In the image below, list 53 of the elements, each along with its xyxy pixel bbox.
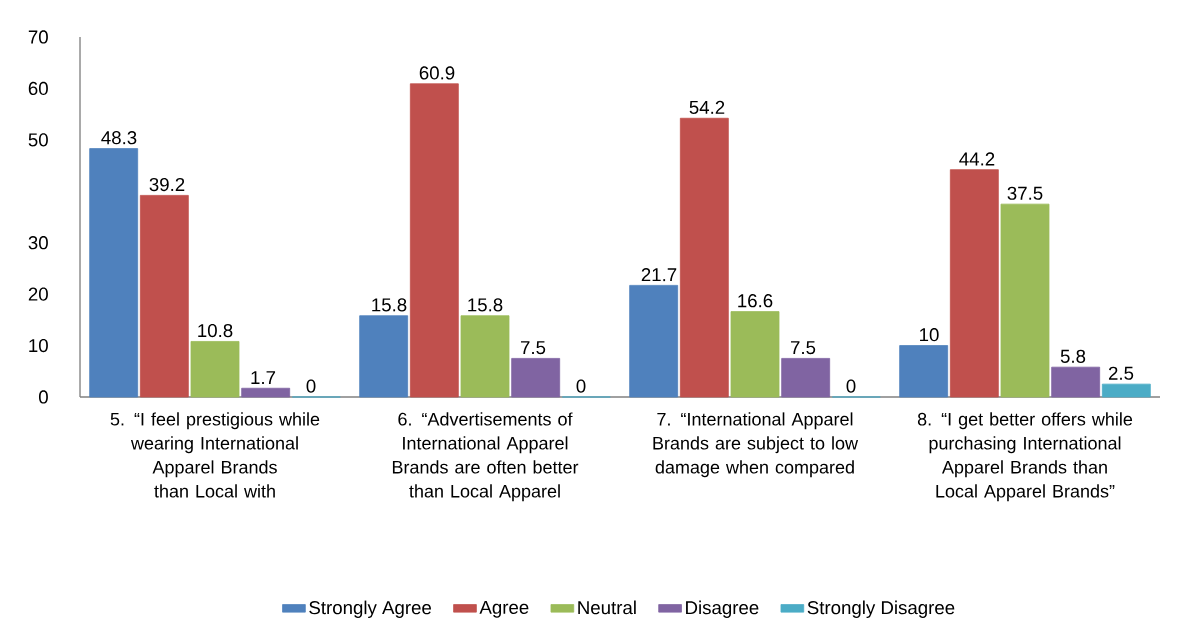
bar: [241, 387, 291, 398]
y-tick-label: 0: [38, 390, 48, 404]
x-tick-label: 7. “International Apparel Brands are subject to low damage when compared: [653, 412, 859, 478]
data-label: 54.2: [689, 100, 725, 114]
bar: [1101, 383, 1151, 398]
data-label: 0: [576, 379, 586, 393]
data-label: 7.5: [790, 341, 816, 355]
data-label: 10: [920, 328, 939, 342]
y-tick-label: 70: [28, 30, 48, 44]
bar: [511, 358, 561, 398]
data-label: 10.8: [198, 323, 233, 338]
data-label: 44.2: [959, 152, 995, 166]
bar: [89, 148, 139, 398]
y-tick-label: 10: [29, 338, 48, 353]
legend-label: Strongly Agree: [309, 600, 432, 618]
bar: [949, 169, 999, 398]
bar: [781, 358, 831, 398]
legend-label: Agree: [479, 600, 529, 618]
x-tick-label: 8. “I get better offers while purchasing International Apparel Brands than Local Apparel Brands”: [917, 412, 1133, 502]
data-label: 39.2: [149, 177, 185, 192]
data-label: 2.5: [1108, 366, 1134, 380]
data-label: 1.7: [251, 371, 276, 384]
data-label: 48.3: [101, 131, 137, 145]
data-label: 16.6: [738, 294, 773, 308]
data-label: 15.8: [372, 298, 407, 312]
data-label: 0: [306, 379, 316, 393]
x-tick-label: 6. “Advertisements of International Apparel Brands are often better than Local Apparel: [392, 412, 579, 502]
bar: [139, 194, 189, 398]
bar: [460, 315, 510, 398]
bar: [190, 341, 240, 398]
data-label: 7.5: [520, 341, 546, 355]
data-label: 37.5: [1007, 186, 1043, 200]
data-label: 0: [846, 379, 856, 393]
y-tick-label: 30: [28, 236, 48, 250]
bar: [409, 83, 459, 398]
legend-label: Disagree: [686, 600, 759, 618]
bar: [730, 311, 780, 398]
bar: [1051, 366, 1101, 398]
x-tick-label: 5. “I feel prestigious while wearing International Apparel Brands than Local with: [110, 412, 320, 498]
bar: [359, 315, 409, 398]
y-tick-label: 60: [28, 81, 48, 96]
bar: [629, 284, 679, 398]
data-label: 21.7: [641, 268, 677, 282]
bar: [899, 345, 949, 398]
y-tick-label: 50: [28, 133, 48, 147]
bar: [1000, 203, 1050, 398]
data-label: 15.8: [468, 298, 503, 312]
legend-label: Neutral: [578, 600, 636, 615]
bar: [679, 117, 729, 398]
legend-label: Strongly Disagree: [807, 600, 955, 618]
data-label: 5.8: [1060, 349, 1086, 363]
y-tick-label: 20: [28, 287, 48, 301]
data-label: 60.9: [419, 66, 455, 80]
